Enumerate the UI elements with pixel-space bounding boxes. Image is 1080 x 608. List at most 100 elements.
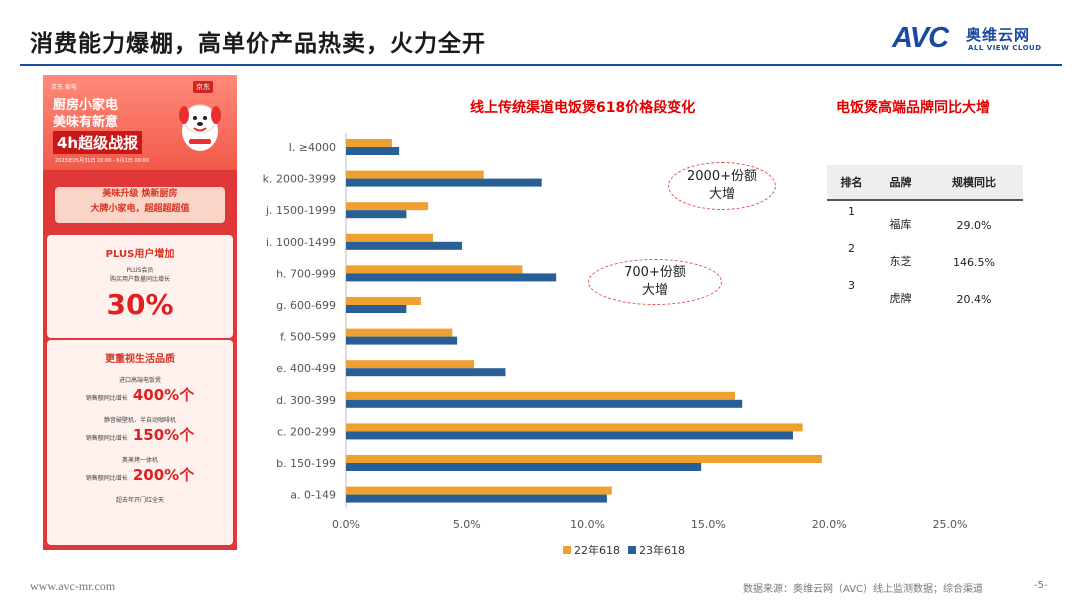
legend-label: 22年618 <box>574 544 620 557</box>
quality-row-value: 150%个 <box>132 426 195 444</box>
callout-ellipse-2000 <box>668 162 776 210</box>
x-tick-label: 0.0% <box>332 518 360 531</box>
bar-2022 <box>346 391 735 400</box>
brand-cell: 福库 <box>889 218 912 231</box>
chart-title: 线上传统渠道电饭煲618价格段变化 <box>470 100 696 116</box>
poster-band-line-2: 大牌小家电，超超超超值 <box>90 204 190 214</box>
card1-sub2: 购买用户数量同比增长 <box>109 276 170 283</box>
brand-table-title: 电饭煲高端品牌同比大增 <box>836 100 990 116</box>
callout-ellipse-700 <box>588 259 722 305</box>
quality-row-value: 400%个 <box>132 386 195 404</box>
callout-700-line-2: 大增 <box>641 283 668 298</box>
growth-cell: 146.5% <box>953 256 995 269</box>
table-row: 2 东芝 146.5% <box>827 236 1023 273</box>
y-tick-label: l. ≥4000 <box>289 141 336 154</box>
poster-date: 2023年05月31日 20:00 - 6月1日 00:00 <box>55 158 149 164</box>
promo-poster: 京东 家电 京东 厨房小家电 美味有新意 4h超级战报 2023年05月31日 … <box>43 75 237 550</box>
quality-row-label: 进口高端电饭煲 <box>118 377 161 384</box>
bar-2022 <box>346 170 484 179</box>
card1-sub1: PLUS会员 <box>126 267 154 274</box>
table-header-row: 排名 品牌 规模同比 <box>827 165 1023 199</box>
quality-row-metric: 销售额同比增长 <box>85 395 128 402</box>
bar-2022 <box>346 486 612 495</box>
poster-headline-3: 4h超级战报 <box>53 131 143 154</box>
rank-cell: 2 <box>848 242 855 255</box>
bar-2022 <box>346 233 433 242</box>
x-tick-label: 10.0% <box>570 518 605 531</box>
poster-jd-badge: 京东 <box>193 81 213 93</box>
bar-2022 <box>346 202 429 211</box>
logo-en-text: ALL VIEW CLOUD <box>968 44 1042 52</box>
poster-band: 美味升级 焕新厨房 大牌小家电，超超超超值 <box>55 187 225 223</box>
bar-2023 <box>346 463 702 471</box>
callout-700-line-1: 700+份额 <box>624 265 686 280</box>
title-divider <box>20 64 1062 66</box>
y-tick-label: d. 300-399 <box>276 394 336 407</box>
poster-headline-1: 厨房小家电 <box>53 98 119 113</box>
table-row: 3 虎牌 20.4% <box>827 273 1023 310</box>
callout-2000-line-1: 2000+份额 <box>687 169 757 184</box>
y-tick-label: g. 600-699 <box>276 299 336 312</box>
quality-row-value: 200%个 <box>132 466 195 484</box>
bar-2023 <box>346 431 793 440</box>
quality-row: 进口高端电饭煲 销售额同比增长 400%个 <box>47 375 233 405</box>
x-tick-label: 20.0% <box>812 518 847 531</box>
legend-swatch <box>628 546 636 554</box>
card1-title: PLUS用户增加 <box>105 249 175 260</box>
dog-mascot-icon <box>179 104 221 151</box>
y-tick-label: i. 1000-1499 <box>266 236 336 249</box>
bar-2022 <box>346 328 453 337</box>
bar-2023 <box>346 336 458 345</box>
growth-cell: 29.0% <box>956 219 992 232</box>
card1-value: 30% <box>106 288 174 321</box>
footer-url: www.avc-mr.com <box>30 579 116 593</box>
card2-title: 更重视生活品质 <box>105 354 175 365</box>
table-row: 1 福库 29.0% <box>827 199 1023 236</box>
legend-item: 23年618 <box>628 542 685 558</box>
bar-2023 <box>346 147 400 155</box>
y-tick-label: e. 400-499 <box>276 362 336 375</box>
page-number: -5- <box>1034 580 1048 591</box>
quality-row-metric: 销售额同比增长 <box>85 435 128 442</box>
chart-legend: 22年618 23年618 <box>563 542 693 558</box>
y-tick-label: k. 2000-3999 <box>263 173 336 186</box>
poster-headline: 厨房小家电 美味有新意 <box>53 97 118 131</box>
poster-card-quality: 更重视生活品质 进口高端电饭煲 销售额同比增长 400%个 静音破壁机、半自动咖… <box>47 340 233 545</box>
bar-2022 <box>346 265 523 274</box>
bar-2023 <box>346 241 462 250</box>
y-tick-label: b. 150-199 <box>276 457 336 470</box>
y-tick-label: a. 0-149 <box>290 489 336 502</box>
page-title: 消费能力爆棚，高单价产品热卖，火力全开 <box>30 31 486 57</box>
bar-2022 <box>346 455 822 463</box>
quality-row-label: 静音破壁机、半自动咖啡机 <box>103 417 176 424</box>
callout-2000-line-2: 大增 <box>708 187 735 202</box>
legend-item: 22年618 <box>563 542 620 558</box>
quality-row: 静音破壁机、半自动咖啡机 销售额同比增长 150%个 <box>47 415 233 445</box>
growth-cell: 20.4% <box>956 293 992 306</box>
poster-headline-2: 美味有新意 <box>53 115 119 130</box>
y-tick-label: j. 1500-1999 <box>265 204 336 217</box>
bar-2023 <box>346 273 557 282</box>
bar-2023 <box>346 494 607 503</box>
y-tick-label: h. 700-999 <box>276 267 336 280</box>
rank-cell: 1 <box>848 205 855 218</box>
table-header-cell: 排名 <box>827 165 876 199</box>
footer-source: 数据来源：奥维云网（AVC）线上监测数据；综合渠道 <box>743 584 984 595</box>
callout-2000: 2000+份额 大增 <box>670 168 774 204</box>
logo-avc-text: AVC <box>892 22 949 54</box>
bar-2023 <box>346 368 506 377</box>
avc-logo: AVC 奥维云网 ALL VIEW CLOUD <box>892 22 1062 58</box>
bar-2022 <box>346 423 803 432</box>
rank-cell: 3 <box>848 279 855 292</box>
bar-2023 <box>346 399 743 408</box>
bar-2023 <box>346 210 407 219</box>
quality-row-metric: 销售额同比增长 <box>85 475 128 482</box>
brand-cell: 东芝 <box>889 255 912 268</box>
x-tick-label: 5.0% <box>453 518 481 531</box>
bar-2022 <box>346 360 475 369</box>
poster-band-line-1: 美味升级 焕新厨房 <box>102 189 178 199</box>
x-tick-label: 25.0% <box>933 518 968 531</box>
brand-cell: 虎牌 <box>889 292 912 305</box>
callout-700: 700+份额 大增 <box>603 264 707 300</box>
